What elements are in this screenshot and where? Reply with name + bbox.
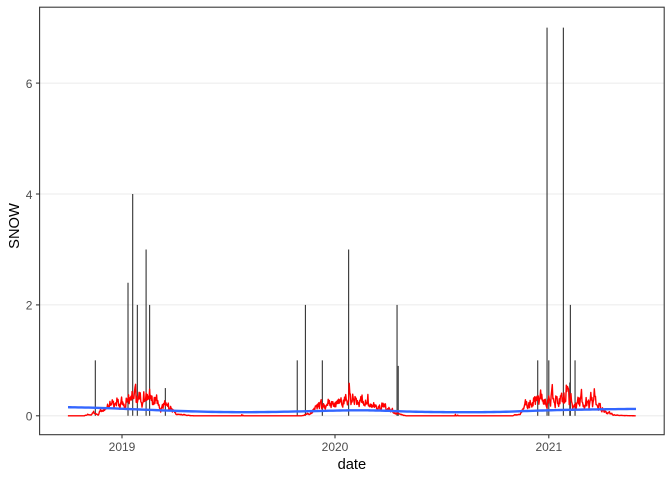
- svg-text:2021: 2021: [535, 440, 562, 454]
- svg-text:2: 2: [26, 299, 33, 313]
- svg-text:2020: 2020: [322, 440, 349, 454]
- svg-text:2019: 2019: [109, 440, 136, 454]
- svg-text:date: date: [338, 457, 367, 473]
- svg-text:6: 6: [26, 77, 33, 91]
- svg-text:4: 4: [26, 188, 33, 202]
- svg-text:0: 0: [26, 410, 33, 424]
- svg-text:SNOW: SNOW: [7, 203, 23, 249]
